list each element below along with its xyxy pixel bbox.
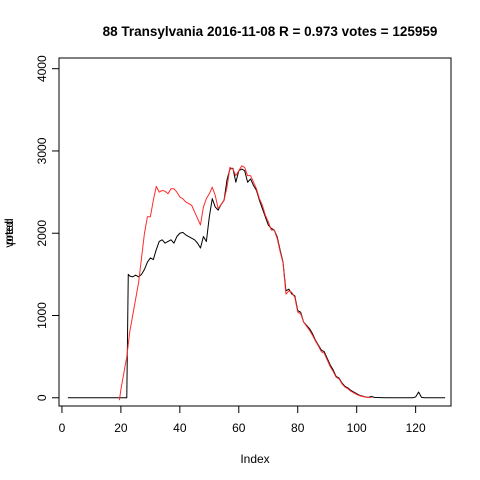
y-tick-label: 4000 [35, 55, 49, 82]
x-tick-label: 120 [406, 421, 426, 435]
plot-frame [58, 57, 452, 407]
y-axis-label-overlay: pred [2, 221, 16, 245]
y-tick-label: 3000 [35, 137, 49, 164]
y-axis-label-group: voted pred [2, 218, 16, 247]
y-tick-label: 2000 [35, 220, 49, 247]
x-tick-label: 60 [232, 421, 246, 435]
x-tick-label: 40 [173, 421, 187, 435]
chart-title: 88 Transylvania 2016-11-08 R = 0.973 vot… [103, 24, 438, 39]
series-line-voted [67, 167, 446, 399]
y-axis-label: voted [2, 218, 16, 247]
y-tick-label: 1000 [35, 302, 49, 329]
x-axis-label: Index [240, 452, 269, 466]
x-axis: 0 20 40 60 80 100 120 [59, 405, 426, 435]
y-axis: 0 1000 2000 3000 4000 [35, 55, 60, 401]
x-tick-label: 80 [291, 421, 305, 435]
series-line-pred [118, 165, 372, 401]
series-layer [67, 165, 446, 401]
x-tick-label: 100 [347, 421, 367, 435]
x-tick-label: 0 [59, 421, 66, 435]
y-tick-label: 0 [35, 394, 49, 401]
x-tick-label: 20 [114, 421, 128, 435]
